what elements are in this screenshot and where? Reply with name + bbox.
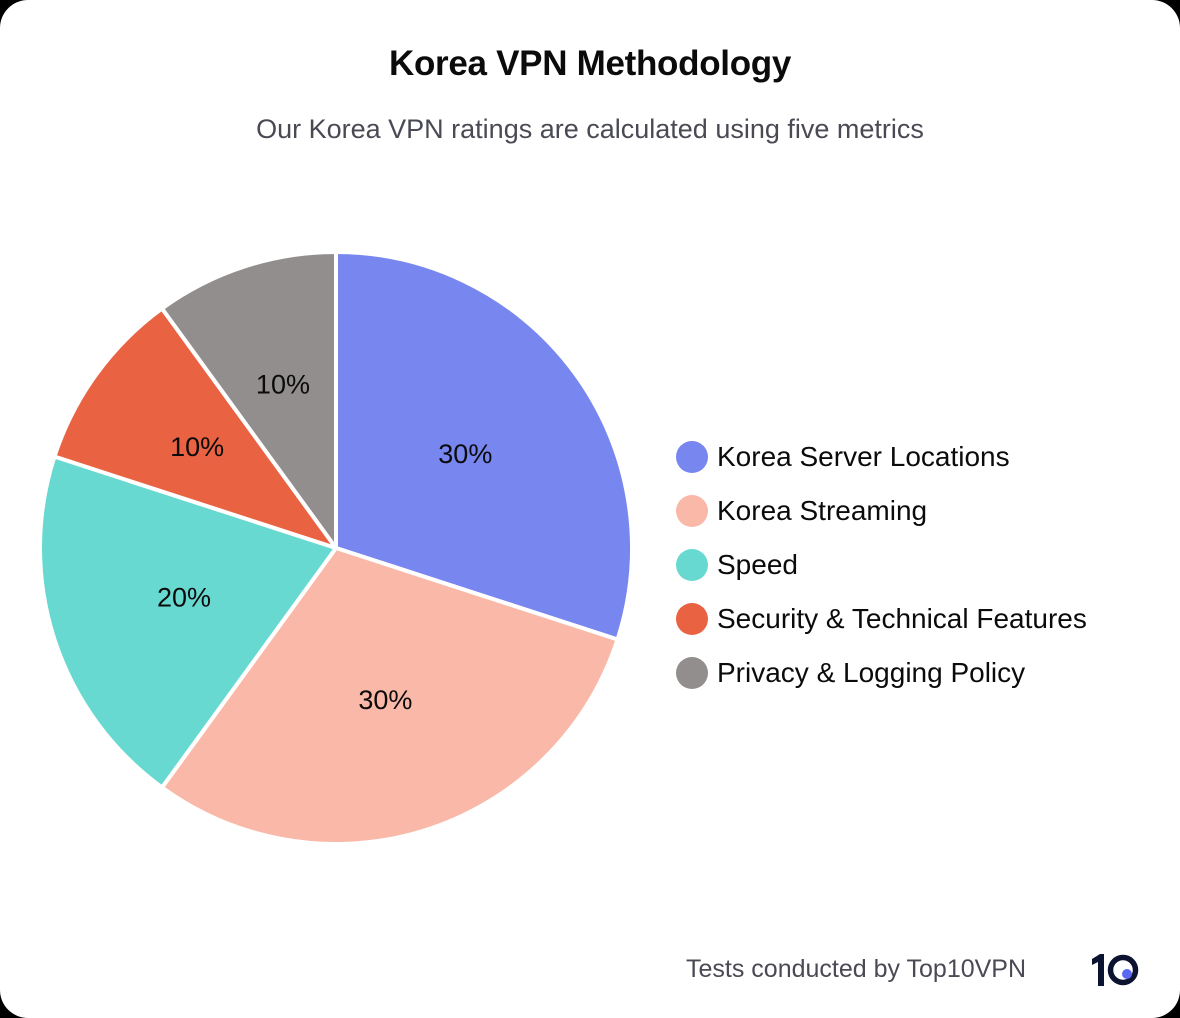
legend-swatch-icon	[676, 603, 708, 635]
slice-percent-label: 10%	[256, 370, 310, 400]
top10vpn-logo-icon	[1092, 954, 1139, 986]
legend: Korea Server Locations Korea Streaming S…	[676, 430, 1087, 700]
legend-item-security: Security & Technical Features	[676, 592, 1087, 646]
chart-subtitle: Our Korea VPN ratings are calculated usi…	[256, 114, 924, 144]
legend-item-speed: Speed	[676, 538, 1087, 592]
slice-percent-label: 10%	[170, 432, 224, 462]
legend-swatch-icon	[676, 441, 708, 473]
legend-label: Security & Technical Features	[717, 603, 1087, 634]
legend-swatch-icon	[676, 657, 708, 689]
chart-title: Korea VPN Methodology	[388, 44, 792, 83]
legend-swatch-icon	[676, 549, 708, 581]
slice-percent-label: 30%	[358, 685, 412, 715]
legend-label: Privacy & Logging Policy	[717, 657, 1026, 688]
legend-item-streaming: Korea Streaming	[676, 484, 1087, 538]
legend-item-privacy: Privacy & Logging Policy	[676, 646, 1087, 700]
pie-slice	[52, 306, 338, 550]
pie-slice	[38, 454, 338, 790]
legend-label: Speed	[717, 549, 798, 580]
legend-label: Korea Streaming	[717, 495, 928, 526]
footer-credit: Tests conducted by Top10VPN	[686, 955, 1027, 983]
pie-slice	[334, 250, 634, 642]
legend-item-server-locations: Korea Server Locations	[676, 430, 1087, 484]
legend-label: Korea Server Locations	[717, 441, 1010, 472]
pie-slice	[160, 250, 338, 550]
slice-percent-label: 30%	[438, 439, 492, 469]
legend-swatch-icon	[676, 495, 708, 527]
slice-percent-label: 20%	[157, 582, 211, 612]
pie-slice	[160, 546, 620, 846]
